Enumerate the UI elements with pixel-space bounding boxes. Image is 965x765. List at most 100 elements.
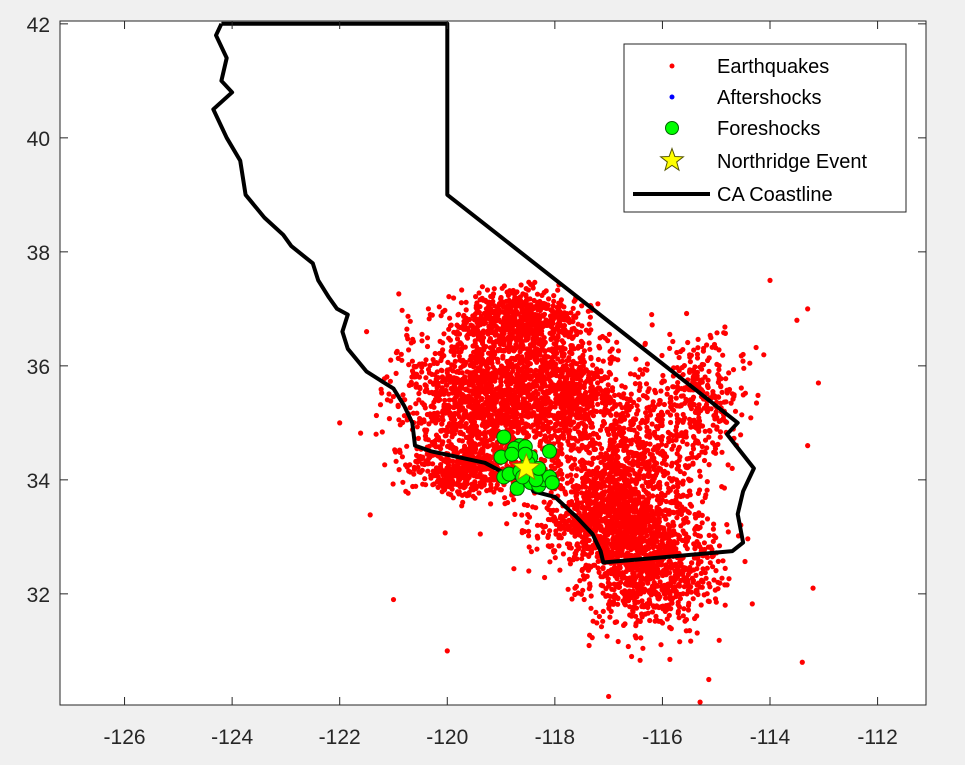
earthquake-point (446, 397, 452, 403)
earthquake-point (386, 416, 392, 422)
earthquake-point (708, 544, 714, 550)
earthquake-point (555, 326, 561, 332)
earthquake-point (513, 383, 519, 389)
earthquake-point (448, 480, 454, 486)
earthquake-point (554, 309, 560, 315)
earthquake-point (637, 572, 643, 579)
earthquake-point (510, 329, 517, 335)
earthquake-point (671, 528, 677, 534)
earthquake-point (632, 600, 638, 606)
earthquake-point (597, 427, 604, 433)
earthquake-point (614, 339, 620, 345)
earthquake-point (435, 383, 441, 389)
earthquake-point (476, 393, 482, 399)
earthquake-point (632, 372, 638, 378)
earthquake-point (373, 431, 379, 437)
earthquake-point (453, 427, 459, 433)
earthquake-point (476, 490, 482, 496)
earthquake-point (448, 322, 454, 328)
earthquake-point (451, 295, 457, 301)
earthquake-point (525, 306, 531, 312)
earthquake-point (485, 396, 491, 402)
earthquake-point (407, 318, 413, 324)
earthquake-point (461, 461, 467, 467)
earthquake-point (633, 623, 639, 629)
earthquake-point (472, 444, 478, 450)
earthquake-point (504, 358, 510, 365)
earthquake-point (445, 470, 451, 476)
earthquake-point (491, 308, 497, 314)
earthquake-point (395, 403, 401, 410)
earthquake-point (415, 464, 421, 470)
earthquake-point (429, 414, 435, 420)
earthquake-point (667, 591, 673, 597)
earthquake-point (588, 461, 595, 467)
earthquake-point (517, 355, 523, 361)
earthquake-point (598, 485, 604, 491)
earthquake-point (695, 591, 701, 598)
earthquake-point (586, 372, 592, 378)
earthquake-point (458, 448, 464, 454)
earthquake-point (590, 618, 596, 624)
earthquake-point (588, 356, 594, 362)
earthquake-point (511, 335, 517, 341)
earthquake-point (639, 598, 645, 604)
earthquake-point (554, 350, 560, 356)
earthquake-point (680, 438, 686, 445)
earthquake-point (638, 420, 644, 426)
earthquake-point (468, 418, 474, 424)
earthquake-point (628, 391, 634, 397)
earthquake-point (692, 526, 698, 533)
earthquake-point (490, 317, 496, 323)
earthquake-point (441, 391, 447, 397)
earthquake-point (489, 374, 495, 381)
earthquake-point (662, 451, 668, 457)
earthquake-point (382, 462, 388, 468)
earthquake-point (667, 487, 674, 493)
earthquake-point (701, 457, 708, 464)
earthquake-point (580, 352, 586, 358)
earthquake-point (481, 344, 487, 351)
earthquake-point (716, 637, 722, 643)
earthquake-point (683, 628, 689, 634)
earthquake-point (419, 369, 425, 375)
earthquake-point (627, 604, 633, 610)
earthquake-point (498, 420, 505, 426)
earthquake-point (684, 577, 690, 584)
earthquake-point (719, 575, 725, 581)
earthquake-point (523, 317, 529, 323)
earthquake-point (419, 338, 425, 344)
earthquake-point (624, 401, 630, 407)
earthquake-point (568, 479, 574, 485)
earthquake-point (524, 332, 530, 338)
earthquake-point (604, 476, 611, 482)
earthquake-point (424, 386, 430, 392)
earthquake-point (473, 294, 479, 300)
earthquake-point (409, 374, 415, 380)
earthquake-point (432, 372, 438, 378)
earthquake-point (445, 408, 451, 414)
earthquake-point (462, 379, 468, 385)
earthquake-point (579, 303, 585, 309)
earthquake-point (386, 391, 392, 397)
earthquake-point (518, 282, 524, 288)
earthquake-point (643, 479, 649, 486)
earthquake-point (515, 324, 522, 330)
earthquake-point (642, 420, 648, 426)
earthquake-point (477, 480, 483, 486)
earthquake-point (463, 386, 469, 392)
earthquake-point (400, 419, 406, 426)
earthquake-point (600, 358, 606, 364)
earthquake-point (441, 331, 447, 337)
earthquake-point (390, 394, 396, 400)
earthquake-point (451, 421, 457, 427)
earthquake-point (598, 453, 604, 459)
earthquake-point (685, 602, 692, 609)
earthquake-point (619, 433, 625, 439)
earthquake-point (577, 459, 583, 465)
earthquake-point (493, 386, 499, 392)
earthquake-point (508, 317, 514, 323)
earthquake-point (660, 605, 666, 611)
earthquake-point (550, 313, 557, 319)
earthquake-point (426, 421, 432, 427)
